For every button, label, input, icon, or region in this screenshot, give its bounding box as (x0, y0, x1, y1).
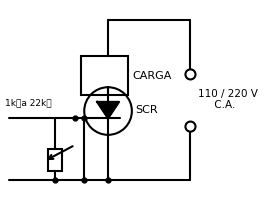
Bar (81, 57, 128, 95)
Text: CARGA: CARGA (133, 71, 172, 81)
Bar (48, 150, 62, 171)
Text: 110 / 220 V
     C.A.: 110 / 220 V C.A. (198, 88, 258, 110)
Polygon shape (97, 102, 119, 119)
Text: SCR: SCR (135, 105, 158, 115)
Text: 1k΢a 22k΢: 1k΢a 22k΢ (4, 98, 51, 107)
